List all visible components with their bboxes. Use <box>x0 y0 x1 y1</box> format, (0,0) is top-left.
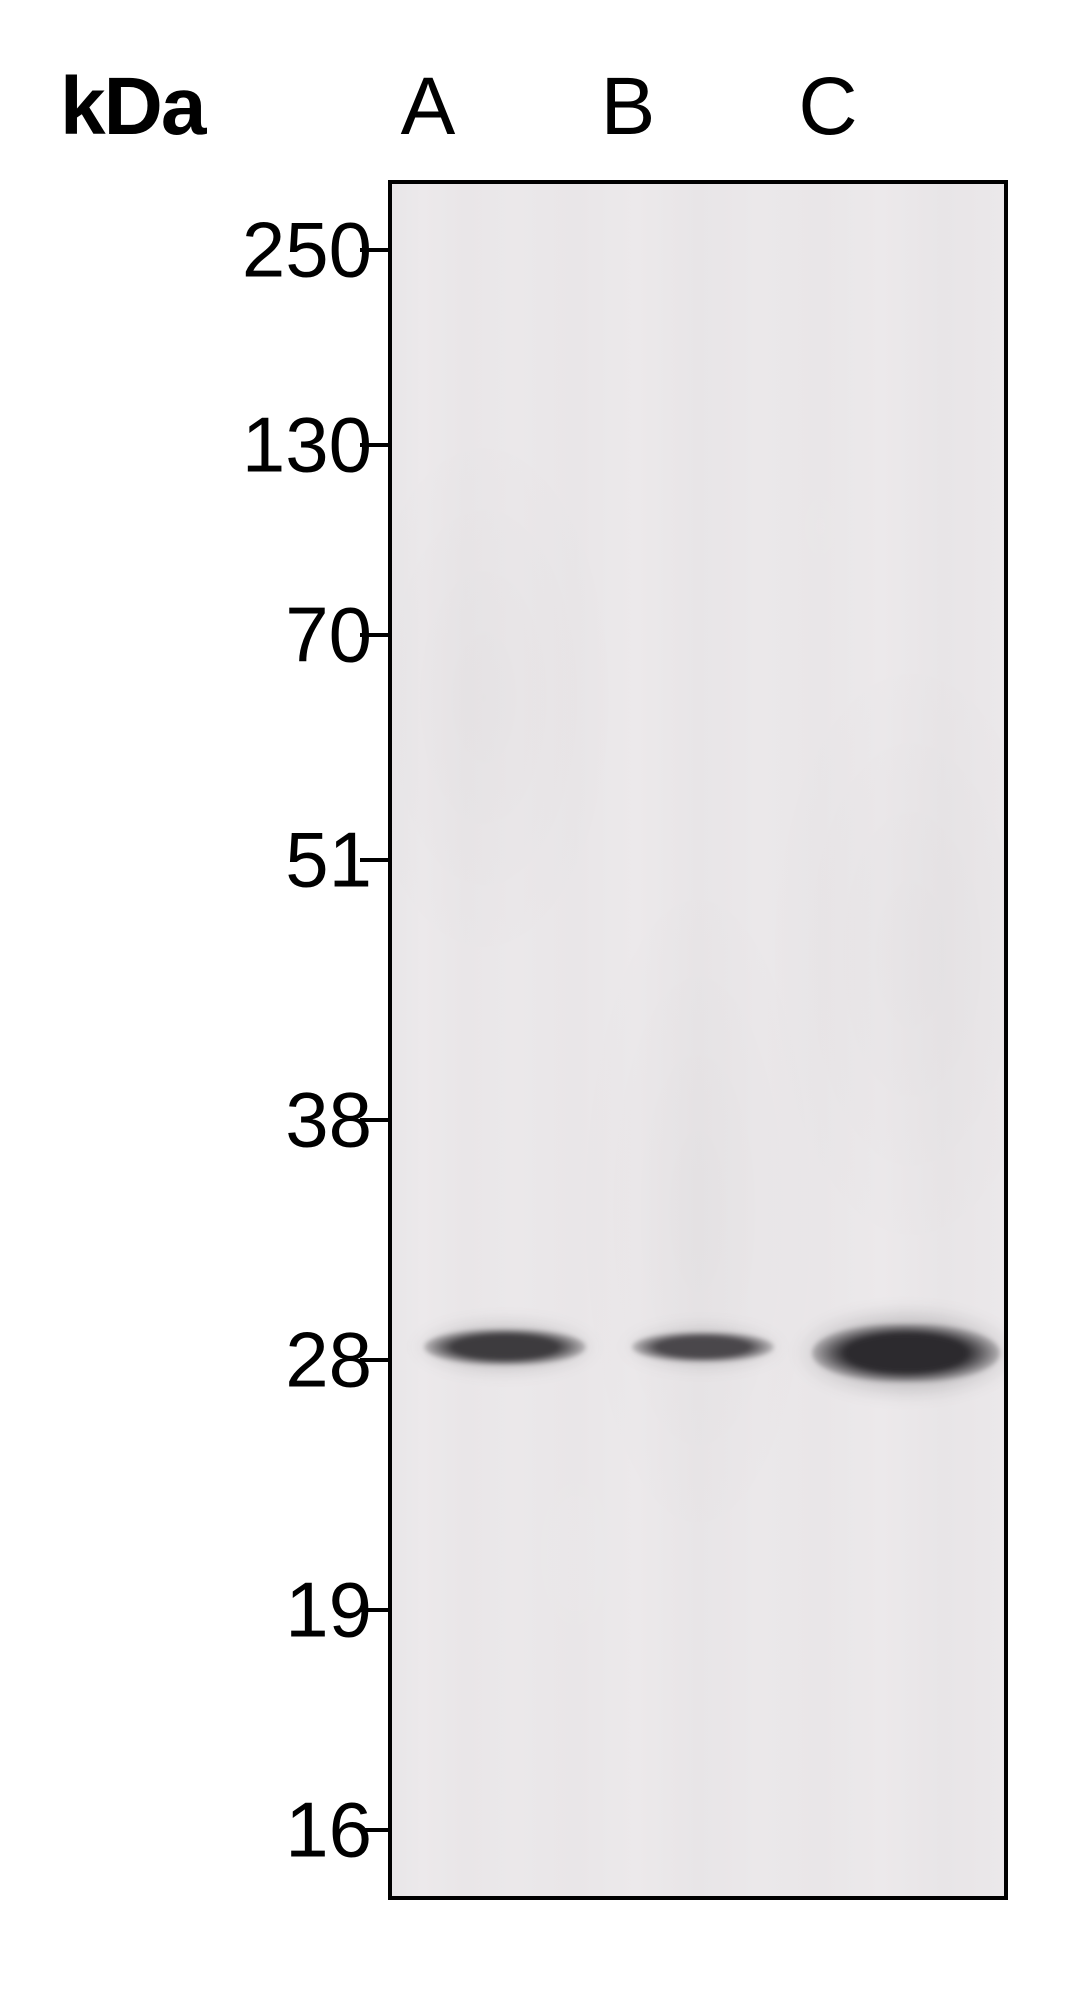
tick-28 <box>360 1358 388 1362</box>
marker-70: 70 <box>132 590 372 681</box>
tick-130 <box>360 443 388 447</box>
header-row: kDa A B C <box>60 60 1020 170</box>
lane-label-b: B <box>568 60 688 154</box>
tick-70 <box>360 633 388 637</box>
band-lane-a <box>424 1329 586 1365</box>
tick-38 <box>360 1118 388 1122</box>
marker-250: 250 <box>132 205 372 296</box>
marker-16: 16 <box>132 1785 372 1876</box>
blot-figure: kDa A B C 250 130 70 51 38 28 19 16 <box>60 60 1020 1940</box>
blot-membrane <box>388 180 1008 1900</box>
axis-unit-label: kDa <box>60 60 204 154</box>
tick-51 <box>360 858 388 862</box>
marker-38: 38 <box>132 1075 372 1166</box>
tick-16 <box>360 1828 388 1832</box>
band-lane-c <box>812 1324 1000 1382</box>
lane-label-c: C <box>768 60 888 154</box>
marker-28: 28 <box>132 1315 372 1406</box>
membrane-texture <box>392 184 1004 1896</box>
lane-label-a: A <box>368 60 488 154</box>
marker-51: 51 <box>132 815 372 906</box>
marker-19: 19 <box>132 1565 372 1656</box>
tick-250 <box>360 248 388 252</box>
band-lane-b <box>632 1332 774 1362</box>
tick-19 <box>360 1608 388 1612</box>
marker-130: 130 <box>132 400 372 491</box>
